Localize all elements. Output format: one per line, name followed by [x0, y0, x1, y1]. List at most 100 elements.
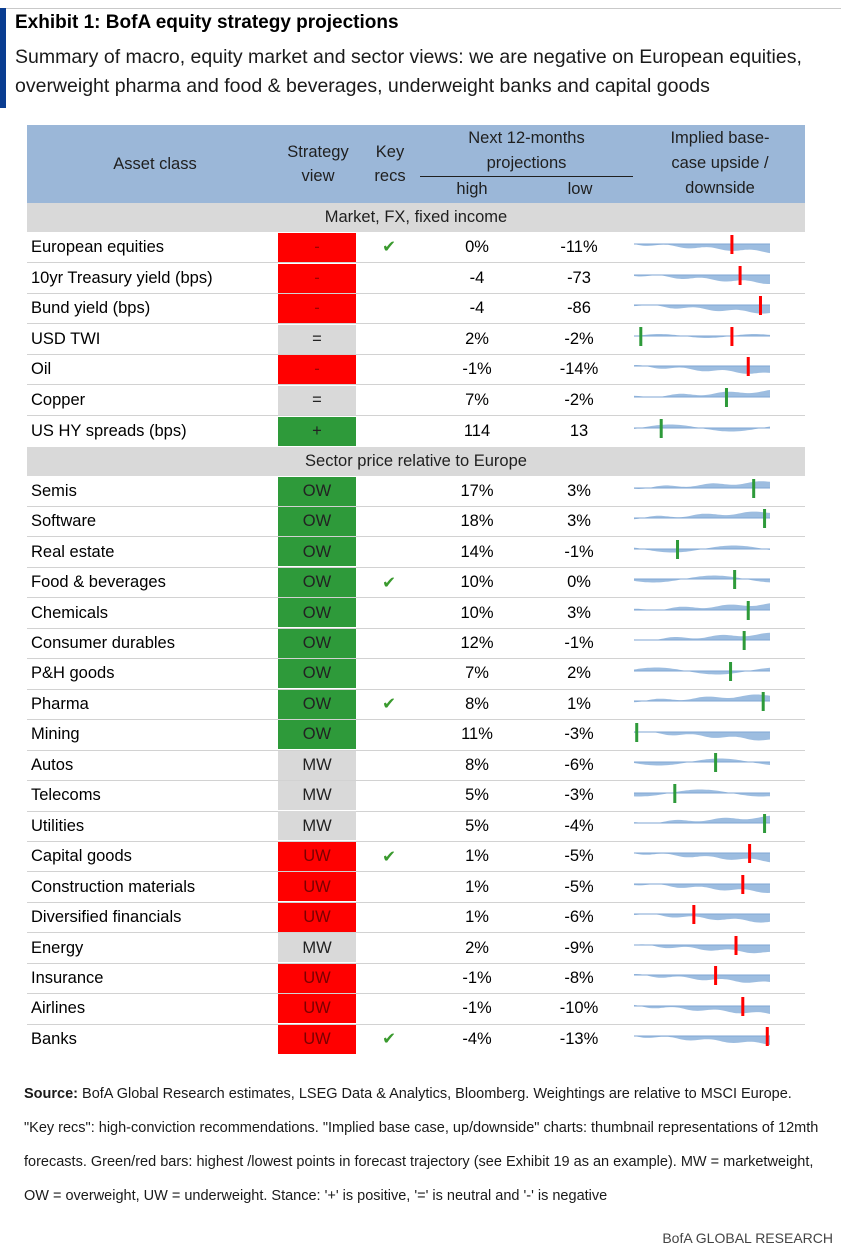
- sparkline-chart: [634, 966, 770, 986]
- table-row: 10yr Treasury yield (bps) - -4 -73: [27, 263, 805, 294]
- row-divider: [27, 597, 805, 599]
- sparkline-cell: [634, 476, 770, 507]
- projection-low: -11%: [560, 237, 598, 256]
- projection-low: 1%: [567, 694, 591, 713]
- projection-low: -14%: [559, 359, 599, 378]
- strategy-view-fill: [278, 263, 356, 293]
- exhibit-title: Exhibit 1: BofA equity strategy projecti…: [15, 12, 399, 33]
- row-divider: [27, 688, 805, 690]
- footer-brand: BofA GLOBAL RESEARCH: [662, 1230, 833, 1246]
- projection-high: 11%: [461, 725, 493, 744]
- header-low: low: [567, 180, 593, 198]
- asset-name: Bund yield (bps): [31, 298, 151, 317]
- strategy-view-fill: [278, 720, 356, 750]
- key-rec-check-icon: [359, 628, 419, 659]
- row-divider: [27, 840, 805, 842]
- key-rec-check-icon: [359, 293, 419, 324]
- asset-name: Real estate: [31, 542, 115, 561]
- sparkline-marker: [714, 753, 718, 773]
- strategy-view: OW: [302, 634, 332, 652]
- key-rec-check-icon: [359, 994, 419, 1025]
- sparkline-chart: [634, 905, 770, 925]
- sparkline-cell: [634, 628, 770, 659]
- sparkline-marker: [724, 388, 728, 407]
- table-row: US HY spreads (bps) +114 13: [27, 416, 805, 447]
- row-divider: [27, 566, 805, 568]
- header-projections-rule: [420, 176, 633, 177]
- projection-low: -86: [567, 298, 591, 317]
- sparkline-chart: [634, 419, 770, 438]
- sparkline-cell: [634, 324, 770, 355]
- projection-high: 5%: [465, 816, 489, 835]
- strategy-view-fill: [278, 689, 356, 719]
- key-rec-check-icon: [359, 811, 419, 842]
- strategy-view: OW: [302, 542, 332, 561]
- key-rec-check-icon: [359, 324, 419, 355]
- asset-name: Software: [31, 512, 97, 531]
- sparkline-chart: [634, 813, 770, 833]
- sparkline-area: [634, 481, 770, 489]
- sparkline-cell: [634, 781, 770, 812]
- sparkline-cell: [634, 598, 770, 629]
- projection-high: 10%: [460, 603, 494, 622]
- asset-name: Oil: [31, 359, 52, 378]
- strategy-view: MW: [302, 755, 332, 774]
- section-macro: Market, FX, fixed income: [27, 203, 805, 232]
- key-rec-check-icon: [359, 537, 419, 568]
- table-row: USD TWI = 2% -2%: [27, 324, 805, 355]
- source-note: Source: BofA Global Research estimates, …: [24, 1077, 824, 1213]
- strategy-view: OW: [302, 694, 332, 713]
- table-row: Energy MW 2% -9%: [27, 933, 805, 964]
- sparkline-chart: [634, 844, 770, 864]
- strategy-view: OW: [302, 573, 332, 592]
- projection-high: 2%: [465, 938, 489, 957]
- strategy-view-fill: [278, 416, 356, 446]
- table-row: Pharma OW ✔ 8% 1%: [27, 689, 805, 720]
- sparkline-marker: [676, 539, 680, 559]
- projection-low: -8%: [564, 968, 594, 987]
- exhibit-subtitle: Summary of macro, equity market and sect…: [15, 46, 802, 97]
- projection-high: 8%: [465, 755, 489, 774]
- projection-high: -1%: [462, 359, 492, 378]
- strategy-view: UW: [303, 877, 331, 896]
- strategy-view: =: [312, 329, 322, 348]
- sparkline-cell: [634, 263, 770, 294]
- asset-name: US HY spreads (bps): [31, 421, 187, 440]
- sparkline-area: [634, 731, 770, 741]
- key-rec-check-icon: [359, 872, 419, 903]
- projection-low: 2%: [567, 664, 591, 683]
- strategy-view: UW: [303, 908, 331, 927]
- sparkline-area: [634, 1004, 770, 1014]
- strategy-view: =: [312, 390, 322, 409]
- sparkline-marker: [733, 570, 737, 590]
- key-rec-check-icon: [359, 781, 419, 812]
- asset-name: Mining: [31, 725, 80, 744]
- asset-name: Food & beverages: [31, 573, 166, 592]
- sparkline-area: [634, 512, 770, 520]
- strategy-view: -: [314, 359, 320, 378]
- sparkline-area: [634, 694, 770, 703]
- header-next12-2: projections: [486, 154, 567, 172]
- strategy-view-fill: [278, 385, 356, 415]
- strategy-view-fill: [278, 872, 356, 902]
- projection-low: -1%: [564, 634, 594, 652]
- sparkline-cell: [634, 537, 770, 568]
- projection-high: 7%: [465, 390, 489, 409]
- sparkline-cell: [634, 963, 770, 994]
- sparkline-marker: [748, 844, 752, 864]
- strategy-view-fill: [278, 567, 356, 597]
- sparkline-cell: [634, 720, 770, 751]
- projection-high: -1%: [462, 999, 492, 1018]
- sparkline-chart: [634, 661, 770, 681]
- projection-high: 0%: [465, 237, 489, 256]
- projection-low: -9%: [564, 938, 594, 957]
- strategy-view: UW: [303, 847, 331, 866]
- sparkline-chart: [634, 479, 770, 498]
- key-rec-check-icon: [359, 476, 419, 507]
- sparkline-cell: [634, 506, 770, 537]
- projection-low: -73: [567, 268, 591, 287]
- sparkline-marker: [746, 357, 750, 376]
- sparkline-area: [634, 602, 770, 610]
- projection-high: -4%: [462, 1029, 492, 1048]
- top-rule: [6, 8, 841, 9]
